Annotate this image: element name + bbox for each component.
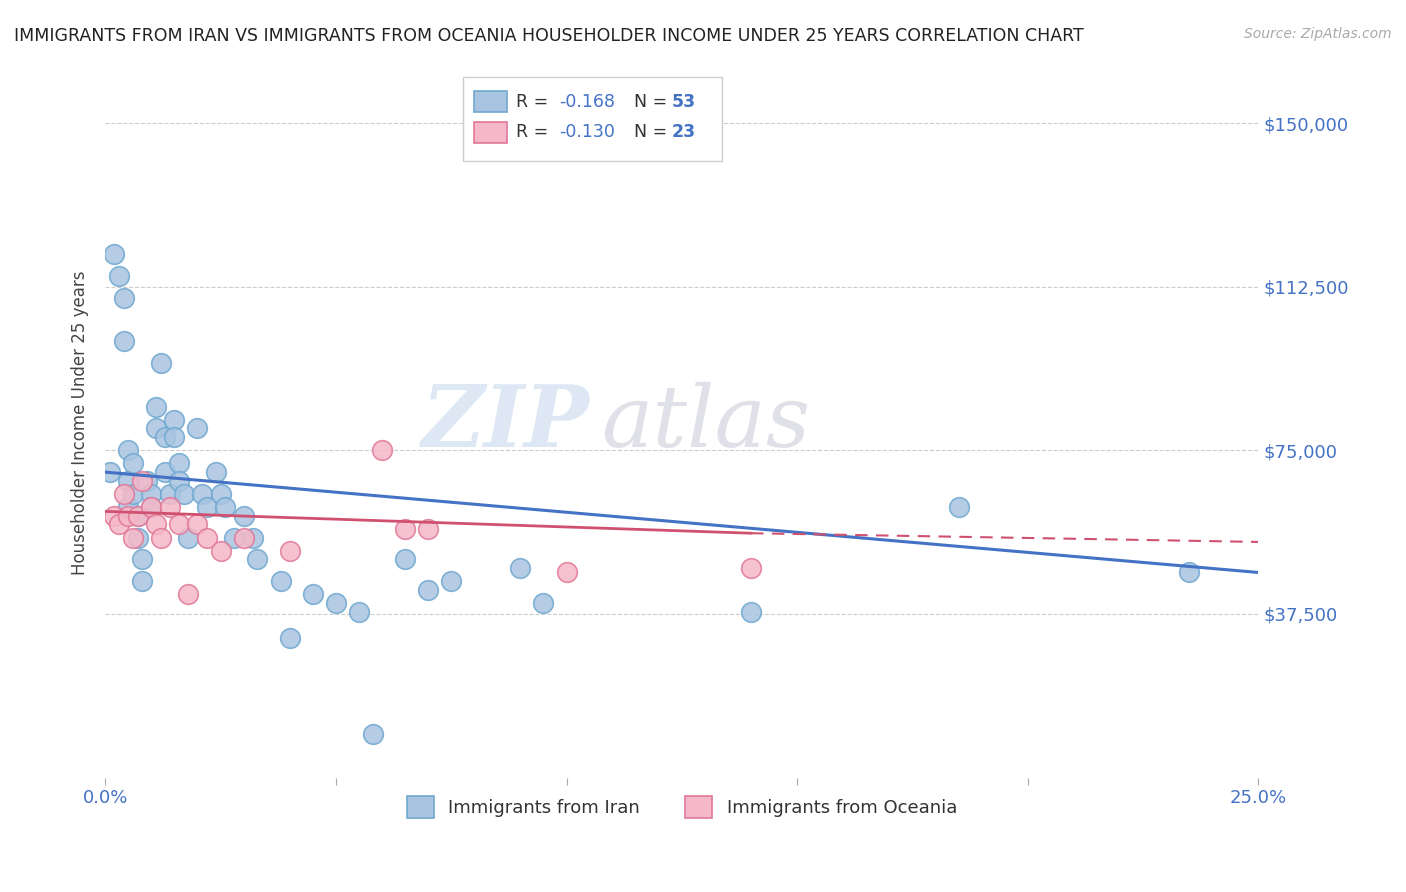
Legend: Immigrants from Iran, Immigrants from Oceania: Immigrants from Iran, Immigrants from Oc… [399,789,965,825]
Point [416,582,439,597]
Point [153,465,176,479]
Point [209,487,232,501]
FancyBboxPatch shape [474,91,506,112]
Text: N =: N = [623,93,672,111]
Point [246,552,269,566]
Point [131,574,153,589]
Point [153,430,176,444]
Point [740,561,762,575]
Point [122,531,145,545]
Point [270,574,292,589]
Point [209,543,232,558]
Point [371,443,394,458]
Point [127,508,149,523]
Point [112,487,135,501]
Point [167,517,190,532]
Point [149,531,172,545]
Point [394,522,416,536]
Text: Source: ZipAtlas.com: Source: ZipAtlas.com [1244,27,1392,41]
Point [191,487,214,501]
Point [163,430,186,444]
Point [112,291,135,305]
Point [145,517,167,532]
Point [103,508,125,523]
Point [347,605,370,619]
Point [145,400,167,414]
Point [301,587,323,601]
Text: N =: N = [623,123,672,141]
Point [177,587,200,601]
Point [103,247,125,261]
Point [117,443,139,458]
Point [135,474,157,488]
Point [173,487,195,501]
Point [278,631,301,645]
Point [98,465,121,479]
Point [127,508,149,523]
Point [214,500,236,514]
Point [163,413,186,427]
Point [177,531,200,545]
Text: -0.130: -0.130 [560,123,616,141]
Point [325,596,347,610]
Point [127,531,149,545]
Point [141,500,163,514]
Point [141,487,163,501]
Point [141,500,163,514]
Point [145,421,167,435]
Point [509,561,531,575]
Text: IMMIGRANTS FROM IRAN VS IMMIGRANTS FROM OCEANIA HOUSEHOLDER INCOME UNDER 25 YEAR: IMMIGRANTS FROM IRAN VS IMMIGRANTS FROM … [14,27,1084,45]
Point [948,500,970,514]
Point [278,543,301,558]
Point [186,421,208,435]
Point [117,508,139,523]
Point [195,531,218,545]
Text: R =: R = [516,93,554,111]
Point [232,531,254,545]
Point [440,574,463,589]
Point [108,517,131,532]
Y-axis label: Householder Income Under 25 years: Householder Income Under 25 years [72,271,89,575]
Point [224,531,246,545]
Point [167,474,190,488]
FancyBboxPatch shape [474,121,506,143]
Point [122,487,145,501]
Point [112,334,135,349]
Point [394,552,416,566]
Point [108,268,131,283]
Point [122,457,145,471]
Point [117,500,139,514]
Point [167,457,190,471]
Text: ZIP: ZIP [422,381,589,465]
Point [555,566,578,580]
Point [205,465,228,479]
Point [149,356,172,370]
Point [159,487,181,501]
Point [533,596,555,610]
Text: -0.168: -0.168 [560,93,616,111]
Point [740,605,762,619]
Text: atlas: atlas [602,382,810,465]
Point [232,508,254,523]
Point [1178,566,1201,580]
Point [242,531,264,545]
FancyBboxPatch shape [463,77,723,161]
Point [361,727,384,741]
Point [117,474,139,488]
Point [159,500,181,514]
Text: R =: R = [516,123,554,141]
Point [186,517,208,532]
Text: 23: 23 [672,123,696,141]
Point [416,522,439,536]
Text: 53: 53 [672,93,696,111]
Point [131,552,153,566]
Point [131,474,153,488]
Point [195,500,218,514]
